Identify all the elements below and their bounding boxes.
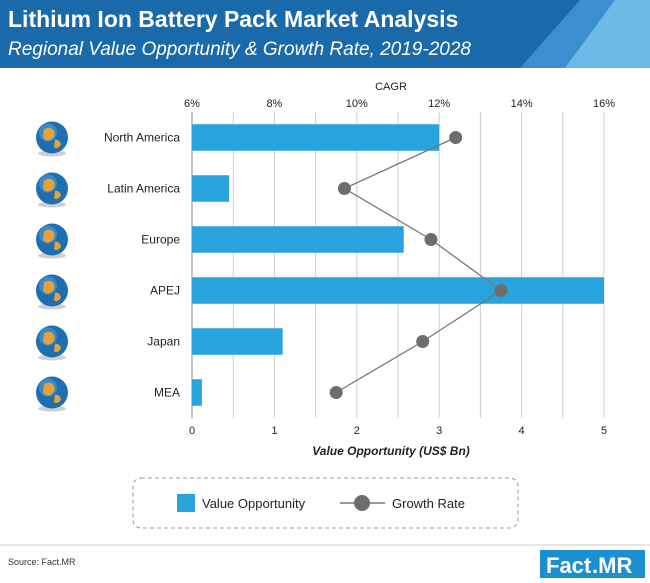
brand-logo-text-part1: Fact [546,553,592,578]
growth-point-japan [416,335,430,348]
category-label: Latin America [107,182,180,196]
bar-mea [192,379,202,406]
category-label: Europe [141,233,180,247]
x2-tick-label: 10% [346,98,368,110]
bar-apej [192,277,604,304]
x-tick-label: 5 [601,425,607,437]
chart-subtitle: Regional Value Opportunity & Growth Rate… [8,39,471,60]
globe-icon [36,172,68,208]
bottom-axis-title: Value Opportunity (US$ Bn) [312,444,470,458]
bar-north-america [192,124,440,151]
grid [191,112,605,418]
legend-line-label: Growth Rate [392,496,465,511]
category-label: MEA [154,386,180,400]
x2-tick-label: 16% [593,98,615,110]
growth-point-apej [494,284,508,297]
x2-tick-label: 14% [511,98,533,110]
x-tick-label: 2 [354,425,360,437]
brand-logo-background [540,550,645,578]
category-label: APEJ [150,284,180,298]
globe-icon [36,376,68,412]
legend-bar-label: Value Opportunity [202,496,306,511]
category-label: Japan [147,335,180,349]
brand-logo-text-part2: .MR [592,553,632,578]
top-axis-title: CAGR [375,81,407,93]
legend-box [132,477,519,529]
bar-latin-america [192,175,230,202]
growth-point-mea [329,386,343,399]
x2-tick-label: 12% [428,98,450,110]
region-globes [36,121,68,412]
brand-logo: Fact .MR [540,550,645,578]
header-banner: Lithium Ion Battery Pack Market Analysis… [0,0,650,68]
category-label: North America [104,131,180,145]
legend-marker-swatch [354,495,370,511]
bar-europe [192,226,404,253]
growth-point-latin-america [337,182,351,195]
legend-bar-swatch [177,494,195,512]
x-tick-label: 1 [271,425,277,437]
growth-point-north-america [449,131,463,144]
x-tick-label: 4 [519,425,525,437]
growth-rate-line [335,136,503,394]
x-tick-label: 3 [436,425,442,437]
bar-japan [192,328,283,355]
source-note: Source: Fact.MR [8,557,76,567]
x-tick-label: 0 [189,425,195,437]
globe-icon [36,274,68,310]
axis-labels: 0 1 2 3 4 5 6% 8% 10% 12% 14% 16% North America Latin… [104,98,615,437]
growth-line [329,131,508,399]
x2-tick-label: 6% [184,98,200,110]
x2-tick-label: 8% [266,98,282,110]
globe-icon [36,223,68,259]
header-decoration-light [565,0,650,68]
globe-icon [36,325,68,361]
bars [192,124,604,406]
chart-title: Lithium Ion Battery Pack Market Analysis [8,6,458,32]
growth-point-europe [424,233,438,246]
globe-icon [36,121,68,157]
legend: Value Opportunity Growth Rate [132,477,519,529]
